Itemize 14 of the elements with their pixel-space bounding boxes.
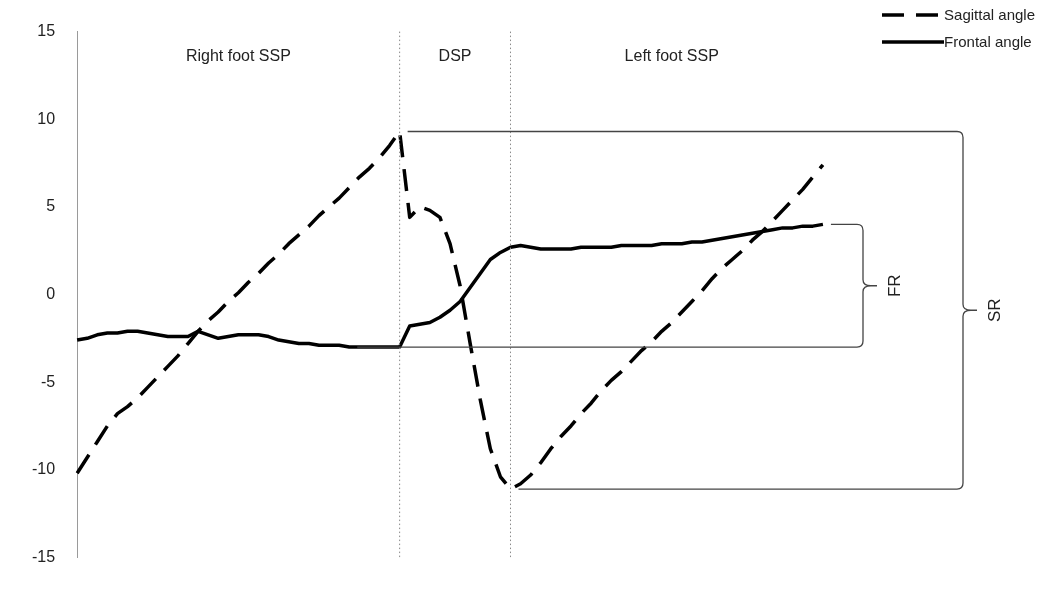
annotation: Right foot SSP — [185, 47, 291, 65]
y-tick-label: 15 — [37, 22, 56, 40]
y-tick-label: 10 — [37, 109, 56, 127]
legend-label: Frontal angle — [944, 33, 1032, 50]
y-tick-label: 0 — [46, 284, 56, 302]
y-tick-label: 5 — [46, 197, 56, 215]
legend-label: Sagittal angle — [944, 6, 1035, 23]
annotation: Left foot SSP — [624, 47, 719, 65]
text: SR — [984, 298, 1004, 323]
y-tick-label: -5 — [40, 372, 56, 390]
y-tick-label: -15 — [32, 547, 56, 565]
annotation: DSP — [438, 47, 472, 65]
text: FR — [884, 274, 904, 298]
y-tick-label: -10 — [32, 460, 56, 478]
